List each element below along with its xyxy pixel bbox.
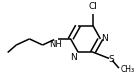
Text: NH: NH xyxy=(49,40,62,49)
Text: N: N xyxy=(102,34,108,43)
Text: Cl: Cl xyxy=(89,2,97,11)
Text: S: S xyxy=(108,55,114,64)
Text: CH₃: CH₃ xyxy=(121,65,135,74)
Text: N: N xyxy=(70,53,77,62)
